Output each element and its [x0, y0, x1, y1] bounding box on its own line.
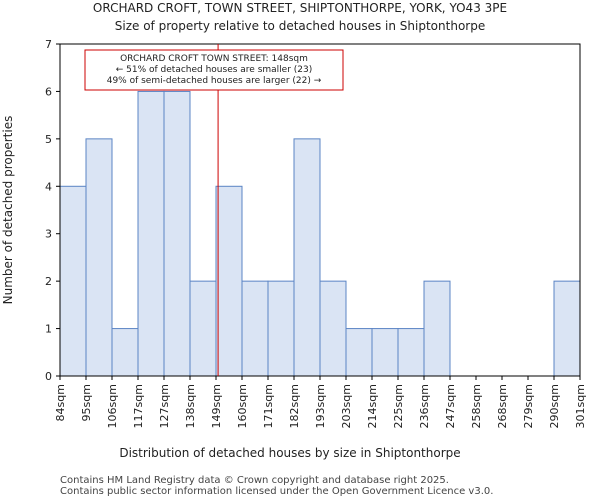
histogram-bar: [293, 138, 321, 377]
annotation-line3: 49% of semi-detached houses are larger (…: [107, 76, 322, 86]
histogram-bar: [241, 280, 269, 377]
x-tick-label: 290sqm: [548, 384, 561, 428]
x-tick-label: 225sqm: [392, 384, 405, 428]
histogram-bar: [163, 90, 191, 377]
x-tick-label: 106sqm: [106, 384, 119, 428]
x-tick-label: 84sqm: [54, 384, 67, 421]
x-tick-label: 138sqm: [184, 384, 197, 428]
x-tick-label: 258sqm: [470, 384, 483, 428]
y-tick-label: 0: [45, 370, 52, 383]
annotation-line1: ORCHARD CROFT TOWN STREET: 148sqm: [120, 54, 308, 64]
annotation-line2: ← 51% of detached houses are smaller (23…: [116, 65, 313, 75]
annotation-frame: [84, 49, 344, 91]
y-tick-label: 5: [45, 133, 52, 146]
chart-title-line1: ORCHARD CROFT, TOWN STREET, SHIPTONTHORP…: [93, 1, 507, 15]
x-tick-label: 214sqm: [366, 384, 379, 428]
histogram-bar: [85, 138, 113, 377]
y-tick-label: 6: [45, 85, 52, 98]
histogram-bar: [553, 280, 581, 377]
x-tick-label: 268sqm: [496, 384, 509, 428]
histogram-bar: [345, 328, 373, 377]
x-tick-label: 160sqm: [236, 384, 249, 428]
histogram-bar: [397, 328, 425, 377]
chart-title-line2: Size of property relative to detached ho…: [115, 19, 485, 33]
x-tick-label: 127sqm: [158, 384, 171, 428]
x-tick-label: 247sqm: [444, 384, 457, 428]
y-tick-label: 4: [45, 180, 52, 193]
histogram-bar: [137, 90, 165, 377]
bars-group: [59, 90, 581, 377]
footer-line1: Contains HM Land Registry data © Crown c…: [60, 475, 449, 486]
y-tick-label: 3: [45, 228, 52, 241]
y-tick-label: 7: [45, 38, 52, 51]
x-ticks-group: 84sqm 95sqm 106sqm 117sqm 127sqm 138sqm 149sqm…: [54, 376, 587, 428]
histogram-bar: [59, 185, 87, 377]
y-axis-label: Number of detached properties: [1, 116, 15, 305]
histogram-bar: [267, 280, 295, 377]
y-tick-label: 1: [45, 323, 52, 336]
x-tick-label: 95sqm: [80, 384, 93, 421]
x-tick-label: 236sqm: [418, 384, 431, 428]
histogram-bar: [423, 280, 451, 377]
plot-frame: [59, 43, 581, 377]
histogram-bar: [319, 280, 347, 377]
histogram-bar: [371, 328, 399, 377]
x-tick-label: 301sqm: [574, 384, 587, 428]
x-tick-label: 279sqm: [522, 384, 535, 428]
y-ticks-group: 0 1 2 3 4 5 6 7: [45, 38, 60, 383]
x-tick-label: 203sqm: [340, 384, 353, 428]
x-tick-label: 149sqm: [210, 384, 223, 428]
x-tick-label: 193sqm: [314, 384, 327, 428]
histogram-bar: [111, 328, 139, 377]
histogram-bar: [189, 280, 217, 377]
y-tick-label: 2: [45, 275, 52, 288]
histogram-bar: [215, 185, 243, 377]
x-axis-label: Distribution of detached houses by size …: [119, 446, 460, 460]
annotation-box: ORCHARD CROFT TOWN STREET: 148sqm ← 51% …: [84, 49, 344, 91]
x-tick-label: 182sqm: [288, 384, 301, 428]
footer-line2: Contains public sector information licen…: [60, 486, 493, 497]
x-tick-label: 117sqm: [132, 384, 145, 428]
x-tick-label: 171sqm: [262, 384, 275, 428]
